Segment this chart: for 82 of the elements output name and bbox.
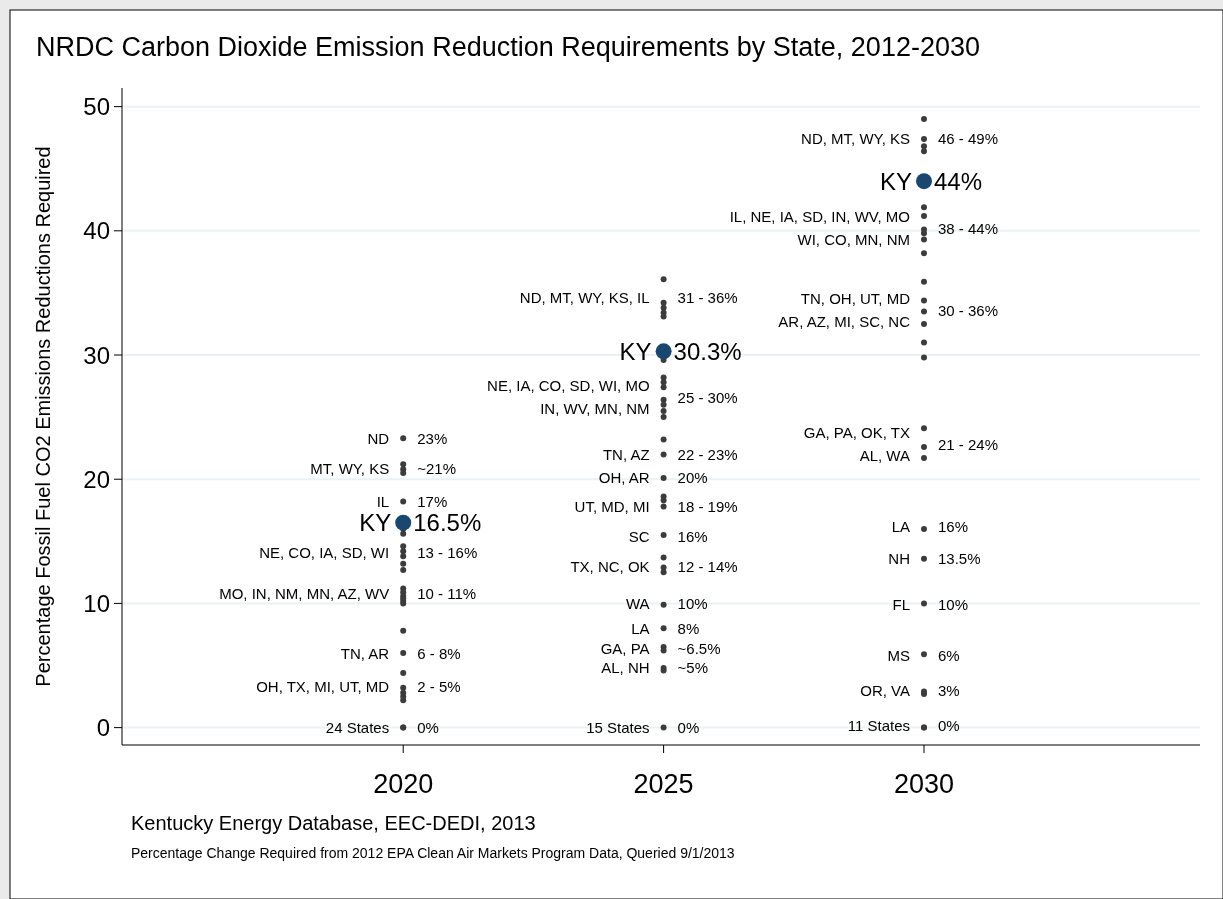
annotation: 12 - 14% [677,557,738,575]
annotation: 23% [417,429,448,447]
annotation: ND, MT, WY, KS, IL [519,289,650,307]
annotation: 15 States [586,719,650,737]
annotation: OR, VA [860,681,910,699]
annotation: 10 - 11% [417,584,477,602]
annotation: 20% [677,469,708,487]
annotation: 6 - 8% [417,644,461,662]
annotation: 44% [933,167,983,195]
annotation: TN, OH, UT, MD AR, AZ, MI, SC, NC [778,290,911,331]
annotation: ~21% [417,459,457,477]
annotation: 21 - 24% [937,435,999,453]
y-tick-label: 10 [83,589,110,617]
annotation: 0% [417,719,439,737]
annotation: OH, TX, MI, UT, MD [256,678,390,696]
annotation: 24 States [325,719,390,737]
annotation: KY [619,337,652,365]
annotation: ~5% [677,659,709,677]
y-tick-label: 40 [83,217,110,245]
annotation: WA [625,594,650,612]
annotation: MS [887,647,910,665]
annotation: IL, NE, IA, SD, IN, WV, MO WI, CO, MN, NM [729,208,910,249]
point [395,514,412,531]
y-tick-label: 20 [83,465,110,493]
annotation: 2 - 5% [417,678,461,696]
annotation: AL, NH [601,659,650,677]
annotation: GA, PA [600,639,650,657]
y-tick-label: 30 [83,341,110,369]
annotation: 0% [677,719,700,737]
annotation: SC [628,527,650,545]
annotation: 18 - 19% [677,498,738,516]
annotation: 0% [937,716,960,734]
annotation: FL [892,596,910,614]
annotation: 30 - 36% [937,301,999,319]
annotation: 16% [677,527,708,545]
annotation: 46 - 49% [937,130,999,148]
annotation: 13.5% [937,550,981,568]
annotation: IL [376,493,390,511]
annotation: ND, MT, WY, KS [801,130,910,148]
annotation: 16.5% [413,509,482,537]
annotation: ~6.5% [677,639,721,657]
annotation: MO, IN, NM, MN, AZ, WV [219,584,390,602]
annotation: MT, WY, KS [310,459,390,477]
annotation: 11 States [847,716,910,734]
annotation: 8% [677,619,700,637]
annotation: 10% [677,594,708,612]
annotation: NE, CO, IA, SD, WI [259,544,390,561]
y-axis-title: Percentage Fossil Fuel CO2 Emissions Reductions Required [32,146,54,687]
annotation: TN, AZ [602,445,650,463]
annotation: 3% [937,681,960,699]
annotation: 22 - 23% [677,445,738,463]
annotation: LA [891,517,910,535]
annotation: TX, NC, OK [570,557,650,575]
annotation: 10% [937,596,969,614]
annotation: TN, AR [340,644,390,662]
annotation: 6% [937,647,960,665]
annotation: 17% [417,493,448,511]
annotation: UT, MD, MI [574,498,650,516]
annotation: GA, PA, OK, TX AL, WA [803,424,910,465]
annotation: KY [359,509,392,537]
annotation: 25 - 30% [677,388,738,406]
annotation: 30.3% [673,337,742,365]
y-tick-label: 0 [96,714,110,742]
annotation: 38 - 44% [937,219,999,237]
chart-title: NRDC Carbon Dioxide Emission Reduction Requirements by State, 2012-2030 [36,32,980,62]
annotation: NE, IA, CO, SD, WI, MO IN, WV, MN, NM [487,377,650,418]
text: Percentage Change Required from 2012 EPA Clean Air Markets Program Data, Queried 9/1/2013 [131,845,735,861]
annotation: LA [631,619,650,637]
annotation: OH, AR [598,469,650,487]
x-tick-label: 2030 [893,769,955,799]
point [915,173,932,190]
annotation: KY [879,167,912,195]
x-tick-label: 2020 [373,769,434,799]
annotation: 16% [937,517,969,535]
annotation: 13 - 16% [417,544,478,561]
annotation: ND [367,429,390,447]
point [655,343,672,360]
y-tick-label: 50 [83,93,110,121]
annotation: 31 - 36% [677,289,738,307]
annotation: NH [888,550,910,568]
text: Kentucky Energy Database, EEC-DEDI, 2013 [131,812,536,834]
x-tick-label: 2025 [633,769,694,799]
